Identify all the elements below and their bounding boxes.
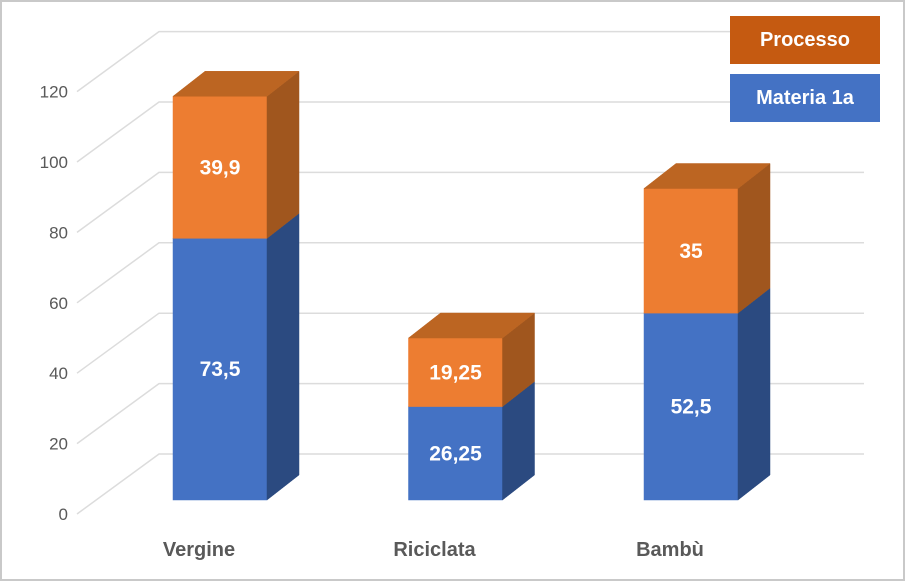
bar-top-face [643, 163, 771, 189]
bar-front-face [643, 188, 739, 314]
bar-side-face [737, 162, 771, 314]
bar-side-face [737, 287, 771, 501]
legend-item-materia-1a[interactable]: Materia 1a [730, 74, 880, 122]
gridline [76, 382, 864, 445]
legend-label-materia-1a: Materia 1a [756, 86, 854, 109]
data-label-vergine-materia-1a: 73,5 [200, 358, 241, 381]
gridline [76, 30, 864, 93]
bar-top-face [172, 71, 300, 97]
data-label-bamb--processo: 35 [679, 240, 703, 263]
legend-item-processo[interactable]: Processo [730, 16, 880, 64]
y-axis-tick-label: 60 [49, 294, 68, 313]
bar-top-face [407, 312, 536, 339]
bar-segment-vergine-processo[interactable] [172, 70, 300, 239]
y-axis-tick-label: 40 [49, 364, 68, 383]
data-label-bamb--materia-1a: 52,5 [671, 396, 712, 419]
category-label-bamb-: Bambù [636, 539, 704, 561]
bar-side-face [266, 70, 300, 239]
bar-front-face [643, 312, 739, 501]
bar-side-face [266, 212, 300, 501]
y-axis-tick-label: 20 [49, 435, 68, 454]
bar-segment-bamb--processo[interactable] [643, 162, 771, 314]
y-axis-tick-label: 100 [40, 153, 68, 172]
y-axis-tick-label: 80 [49, 223, 68, 242]
gridline [76, 171, 864, 234]
bar-front-face [172, 96, 268, 239]
bar-front-face [172, 238, 268, 501]
data-label-riciclata-processo: 19,25 [429, 361, 482, 384]
legend-label-processo: Processo [759, 28, 851, 51]
y-axis-tick-label: 120 [40, 83, 68, 102]
bars [172, 70, 771, 501]
y-axis: 0 20 40 60 80 100 120 [40, 83, 68, 524]
gridline [76, 242, 864, 304]
bar-segment-bamb--materia-1a[interactable] [643, 287, 771, 501]
y-axis-tick-label: 0 [59, 505, 68, 524]
gridline [76, 101, 864, 163]
category-label-riciclata: Riciclata [393, 539, 476, 561]
gridlines [76, 30, 864, 515]
category-label-vergine: Vergine [163, 539, 235, 561]
gridline [76, 312, 864, 374]
chart-legend: Processo Materia 1a [730, 16, 880, 122]
data-label-riciclata-materia-1a: 26,25 [429, 442, 482, 465]
data-labels: 73,5 39,9 Vergine 26,25 19,25 Riciclata 52,5 35… [163, 156, 712, 561]
bar-segment-riciclata-processo[interactable] [407, 312, 536, 408]
data-label-vergine-processo: 39,9 [200, 156, 241, 179]
bar-segment-vergine-materia-1a[interactable] [172, 212, 300, 501]
gridline [76, 453, 864, 515]
